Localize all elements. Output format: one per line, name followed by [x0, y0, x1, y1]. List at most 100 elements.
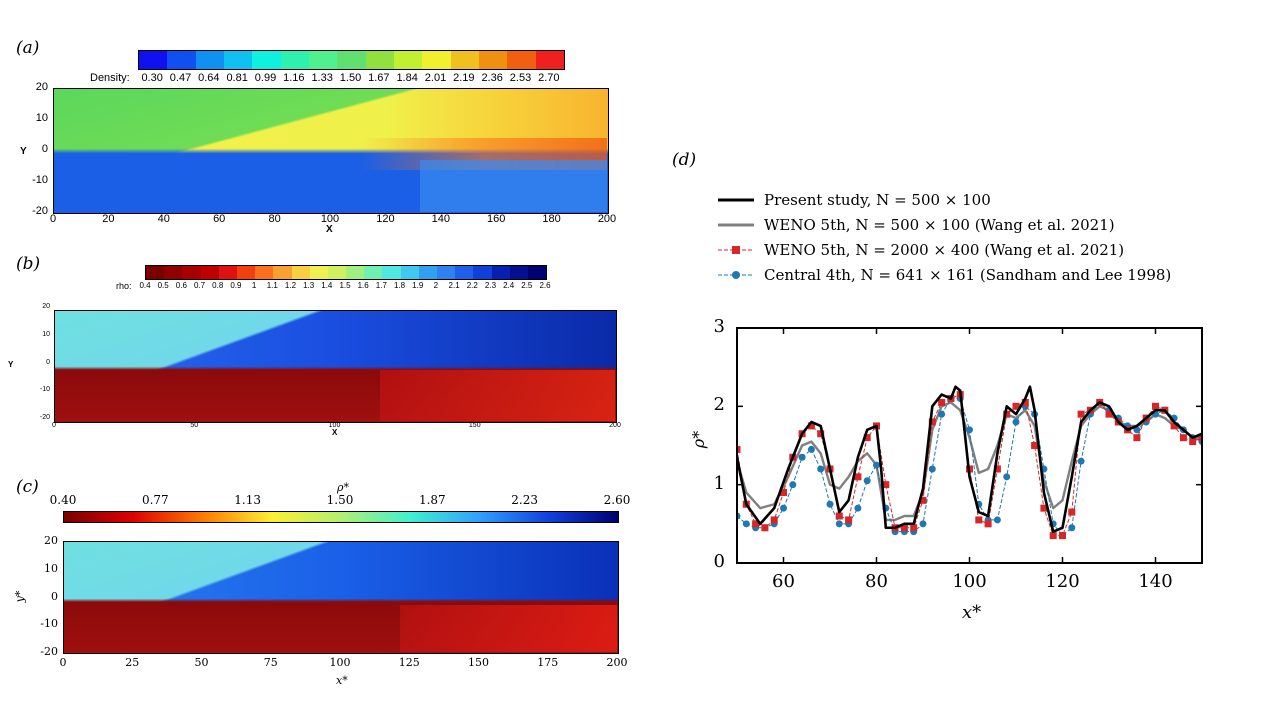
xtick-c: 100	[329, 656, 351, 669]
series-central-point	[1142, 418, 1150, 426]
legend-label-weno-coarse: WENO 5th, N = 500 × 100 (Wang et al. 202…	[764, 216, 1115, 234]
xtick-b: 200	[609, 422, 621, 429]
series-central-point	[1114, 414, 1122, 422]
colorbar-cell	[393, 51, 423, 69]
chart-d-xtick-label: 140	[1138, 571, 1173, 592]
series-weno-fine-point	[845, 516, 853, 524]
colorbar-a-tick: 1.67	[368, 72, 390, 84]
colorbar-b-title: rho:	[116, 281, 132, 291]
series-weno-fine-point	[1170, 422, 1178, 430]
colorbar-a-tick: 2.36	[481, 72, 503, 84]
colorbar-c-tick: 1.13	[234, 493, 262, 507]
colorbar-a-tick: 2.01	[424, 72, 447, 84]
series-weno-fine-point	[737, 445, 741, 453]
series-central-point	[835, 520, 843, 528]
series-central-point	[919, 520, 927, 528]
series-weno-fine-point	[1142, 414, 1150, 422]
series-weno-fine-point	[1077, 410, 1085, 418]
xtick-a: 40	[157, 213, 170, 225]
series-weno-fine-point	[770, 516, 778, 524]
colorbar-cell	[337, 51, 366, 69]
colorbar-cell	[455, 266, 474, 279]
xtick-b: 150	[468, 422, 481, 429]
series-central-point	[947, 395, 955, 402]
series-central-point	[780, 504, 787, 512]
series-weno-fine-point	[1105, 410, 1113, 418]
legend-entry-weno-fine: WENO 5th, N = 2000 × 400 (Wang et al. 20…	[718, 240, 1124, 260]
colorbar-a-tick: 0.30	[141, 72, 163, 84]
density-field-b	[54, 310, 617, 423]
panel-b-label: (b)	[16, 254, 41, 274]
colorbar-a-tick: 2.70	[538, 72, 560, 84]
colorbar-a-tick: 2.19	[453, 72, 475, 84]
series-weno-fine-point	[789, 453, 797, 461]
series-central-point	[1133, 426, 1141, 434]
series-central-point	[807, 445, 815, 453]
series-central-point	[910, 528, 918, 536]
colorbar-cell	[422, 51, 451, 69]
series-central-point	[1096, 398, 1104, 406]
colorbar-b-tick: 0.4	[139, 281, 151, 290]
chart-d-ylabel: ρ*	[689, 430, 709, 449]
ytick-b: -20	[39, 414, 50, 421]
ylabel-b: Y	[8, 360, 14, 369]
colorbar-b-tick: 0.5	[157, 281, 169, 290]
xlabel-a: X	[326, 224, 333, 235]
series-central-point	[854, 504, 862, 512]
series-weno-fine-point	[817, 430, 825, 438]
chart-d-plot-area	[737, 385, 1202, 540]
series-weno-fine-point	[1086, 406, 1094, 414]
colorbar-b-tick: 2.3	[484, 281, 497, 290]
lower-region-c	[400, 605, 617, 652]
xtick-a: 140	[431, 213, 450, 225]
series-central-point	[1021, 402, 1029, 410]
series-central-point	[1077, 457, 1085, 465]
legend-entry-weno-coarse: WENO 5th, N = 500 × 100 (Wang et al. 202…	[718, 215, 1115, 235]
colorbar-b-tick: 0.6	[175, 281, 187, 290]
colorbar-cell	[139, 51, 168, 69]
series-weno-fine-point	[984, 520, 992, 528]
series-weno-fine-point	[1179, 434, 1187, 442]
colorbar-c-tick: 0.77	[141, 493, 169, 507]
series-central-point	[900, 528, 908, 536]
colorbar-cell	[218, 266, 237, 279]
colorbar-cell	[252, 51, 281, 69]
series-weno-fine-point	[1189, 438, 1197, 446]
colorbar-cell	[400, 266, 419, 279]
colorbar-cell	[382, 266, 401, 279]
series-central-point	[1031, 410, 1039, 418]
series-central-point	[1189, 434, 1197, 442]
series-central-point	[826, 500, 834, 508]
xtick-a: 80	[268, 213, 281, 225]
series-central-point	[891, 528, 899, 536]
colorbar-b-tick: 1.4	[321, 281, 333, 290]
xtick-a: 120	[376, 213, 395, 225]
colorbar-b-tick: 2.5	[521, 281, 533, 290]
colorbar-cell	[535, 51, 564, 69]
colorbar-cell	[473, 266, 492, 279]
series-central-line	[737, 398, 1202, 537]
ytick-a: 20	[35, 81, 48, 93]
colorbar-b-tick: 1.7	[375, 281, 387, 290]
colorbar-b-tick: 1.6	[357, 281, 369, 290]
series-weno-fine-point	[1012, 402, 1020, 410]
colorbar-cell	[308, 51, 338, 69]
colorbar-cell	[273, 266, 292, 279]
colorbar-b-tick: 1.8	[393, 281, 406, 290]
colorbar-cell	[365, 51, 394, 69]
ylabel-c: y*	[13, 590, 27, 603]
panel-d-label: (d)	[672, 150, 697, 170]
xtick-a: 200	[597, 213, 617, 225]
series-central-point	[845, 520, 853, 528]
series-weno-fine-point	[826, 465, 834, 473]
colorbar-cell	[346, 266, 365, 279]
series-central-point	[1161, 406, 1169, 414]
series-weno-fine-point	[873, 422, 880, 430]
colorbar-a	[138, 50, 565, 70]
colorbar-cell	[195, 51, 224, 69]
ylabel-a: Y	[20, 146, 27, 157]
xtick-c: 50	[194, 656, 209, 669]
chart-d-xtick-label: 100	[952, 571, 987, 592]
colorbar-c	[63, 511, 619, 523]
series-weno-fine-point	[761, 524, 769, 532]
